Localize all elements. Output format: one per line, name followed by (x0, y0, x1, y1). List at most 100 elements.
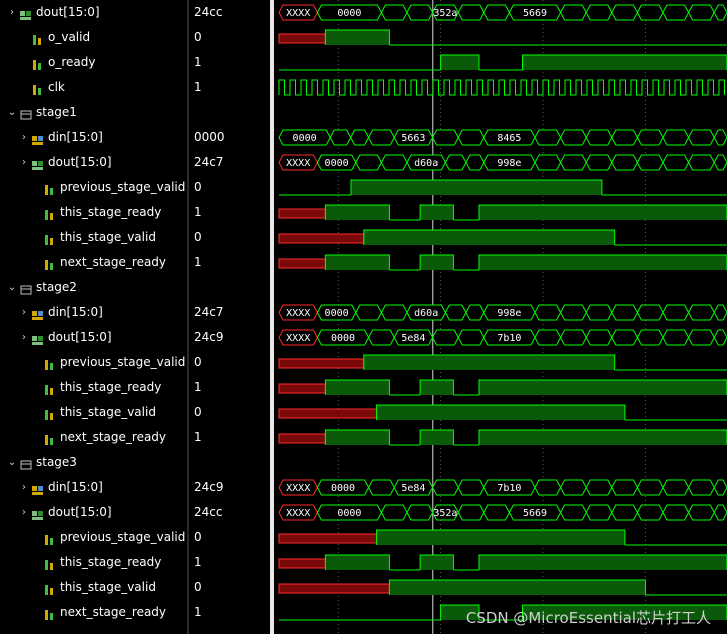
bus-out-icon (32, 506, 44, 520)
high-segment (478, 554, 727, 570)
bus-value-label: 5e84 (401, 483, 425, 494)
expand-chevron-icon[interactable]: › (10, 7, 14, 18)
bus-segment (585, 129, 613, 146)
signal-row[interactable]: ⌄ stage3 (0, 450, 77, 475)
bus-segment (585, 154, 613, 171)
signal-row[interactable]: next_stage_ready (0, 250, 166, 275)
high-segment (324, 379, 390, 395)
bit-in-icon (44, 256, 56, 270)
bus-out-icon (32, 331, 44, 345)
bus-segment (585, 329, 613, 346)
bus-segment (457, 504, 485, 521)
signal-row[interactable]: › dout[15:0] (0, 325, 112, 350)
bus-segment (713, 504, 727, 521)
signal-value: 1 (194, 380, 202, 394)
signal-row[interactable]: › din[15:0] (0, 300, 103, 325)
signal-value: 1 (194, 80, 202, 94)
bus-segment (636, 154, 664, 171)
signal-row[interactable]: clk (0, 75, 65, 100)
signal-row[interactable]: o_ready (0, 50, 95, 75)
high-segment-fill (363, 355, 615, 370)
bit-out-icon (44, 231, 56, 245)
bus-segment (444, 304, 467, 321)
bus-segment (611, 154, 638, 171)
signal-name: this_stage_valid (60, 230, 156, 244)
expand-chevron-icon[interactable]: › (22, 507, 26, 518)
high-segment-fill (522, 605, 727, 620)
signal-row[interactable]: ⌄ stage1 (0, 100, 77, 125)
bus-segment (355, 304, 382, 321)
waveform-divider-shadow (274, 0, 277, 634)
high-segment (388, 579, 646, 595)
bus-segment (713, 4, 727, 21)
expand-chevron-icon[interactable]: › (22, 307, 26, 318)
bus-segment (611, 479, 638, 496)
signal-row[interactable]: next_stage_ready (0, 425, 166, 450)
signal-value: 24c7 (194, 305, 224, 319)
signal-row[interactable]: this_stage_ready (0, 550, 161, 575)
high-segment (324, 254, 390, 270)
bus-value-label: XXXX (286, 308, 310, 319)
bus-segment (662, 129, 690, 146)
bus-segment (534, 479, 562, 496)
high-segment-fill (389, 580, 646, 595)
signal-row[interactable]: this_stage_ready (0, 375, 161, 400)
bus-value-label: 5e84 (401, 333, 425, 344)
signal-row[interactable]: this_stage_valid (0, 575, 156, 600)
high-segment-fill (325, 255, 390, 270)
expand-chevron-icon[interactable]: › (22, 157, 26, 168)
signal-row[interactable]: next_stage_ready (0, 600, 166, 625)
bus-segment (432, 129, 459, 146)
signal-row[interactable]: › dout[15:0] (0, 500, 112, 525)
high-segment-fill (363, 230, 615, 245)
waveform-divider[interactable] (270, 0, 274, 634)
expand-chevron-icon[interactable]: › (22, 482, 26, 493)
column-divider[interactable] (187, 0, 189, 634)
signal-row[interactable]: previous_stage_valid (0, 175, 185, 200)
signal-row[interactable]: this_stage_valid (0, 225, 156, 250)
collapse-chevron-icon[interactable]: ⌄ (7, 457, 17, 468)
signal-row[interactable]: ⌄ stage2 (0, 275, 77, 300)
signal-row[interactable]: this_stage_ready (0, 200, 161, 225)
bus-segment (350, 129, 370, 146)
signal-value: 24cc (194, 5, 223, 19)
signal-row[interactable]: o_valid (0, 25, 90, 50)
signal-row[interactable]: › dout[15:0] (0, 0, 100, 25)
signal-name-column: › dout[15:0] o_valid o_ready clk ⌄ stage1 › din[… (0, 0, 187, 634)
bus-segment (534, 129, 562, 146)
signal-row[interactable]: › dout[15:0] (0, 150, 112, 175)
collapse-chevron-icon[interactable]: ⌄ (7, 282, 17, 293)
signal-row[interactable]: this_stage_valid (0, 400, 156, 425)
bit-out-icon (44, 381, 56, 395)
expand-chevron-icon[interactable]: › (22, 132, 26, 143)
bus-segment (636, 329, 664, 346)
signal-name: this_stage_ready (60, 205, 162, 219)
high-segment (376, 404, 626, 420)
bus-segment (713, 479, 727, 496)
signal-row[interactable]: › din[15:0] (0, 475, 103, 500)
high-segment (419, 204, 454, 220)
signal-row[interactable]: previous_stage_valid (0, 350, 185, 375)
signal-value: 1 (194, 55, 202, 69)
waveform-canvas[interactable]: XXXX 0000 352a 5669 0000 5663 8465 XXXX 0000 d60a… (277, 0, 727, 634)
unknown-state-segment (278, 583, 390, 594)
unknown-state-segment (278, 358, 365, 369)
signal-name: din[15:0] (48, 480, 103, 494)
bus-segment (585, 504, 613, 521)
high-segment-fill (325, 30, 390, 45)
signal-name: stage2 (36, 280, 77, 294)
signal-name: din[15:0] (48, 305, 103, 319)
high-segment-fill (479, 555, 727, 570)
collapse-chevron-icon[interactable]: ⌄ (7, 107, 17, 118)
signal-name: stage3 (36, 455, 77, 469)
bus-segment (457, 479, 485, 496)
high-segment (350, 179, 603, 195)
bus-segment (611, 304, 638, 321)
bus-segment (636, 479, 664, 496)
scope-icon (20, 106, 32, 120)
bus-value-label: d60a (414, 308, 438, 319)
signal-row[interactable]: previous_stage_valid (0, 525, 185, 550)
expand-chevron-icon[interactable]: › (22, 332, 26, 343)
signal-row[interactable]: › din[15:0] (0, 125, 103, 150)
signal-name: dout[15:0] (48, 505, 112, 519)
